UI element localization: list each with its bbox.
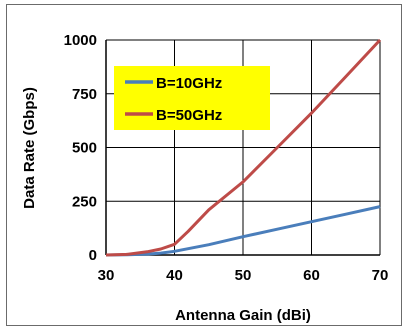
series-line-1 — [105, 38, 382, 257]
x-tick-label-40: 40 — [166, 267, 183, 284]
y-axis-label: Data Rate (Gbps) — [21, 87, 38, 209]
series-lines — [105, 38, 382, 257]
series-line-0 — [105, 205, 381, 257]
y-tick-label-750: 750 — [72, 86, 97, 103]
x-tick-label-50: 50 — [235, 267, 252, 284]
y-tick-label-250: 250 — [72, 193, 97, 210]
legend-label-b50ghz: B=50GHz — [156, 107, 222, 124]
y-tick-label-1000: 1000 — [64, 32, 97, 49]
legend-label-b10ghz: B=10GHz — [156, 75, 222, 92]
x-tick-label-60: 60 — [303, 267, 320, 284]
y-tick-label-0: 0 — [89, 247, 97, 264]
tick-labels: 30 40 50 60 70 0 250 500 750 1000 — [64, 32, 389, 284]
legend: B=10GHz B=50GHz — [114, 66, 270, 130]
x-axis-label: Antenna Gain (dBi) — [175, 307, 311, 324]
y-tick-label-500: 500 — [72, 140, 97, 157]
x-tick-label-70: 70 — [372, 267, 389, 284]
x-tick-label-30: 30 — [98, 267, 115, 284]
legend-box — [114, 66, 270, 130]
chart-frame — [6, 4, 402, 326]
